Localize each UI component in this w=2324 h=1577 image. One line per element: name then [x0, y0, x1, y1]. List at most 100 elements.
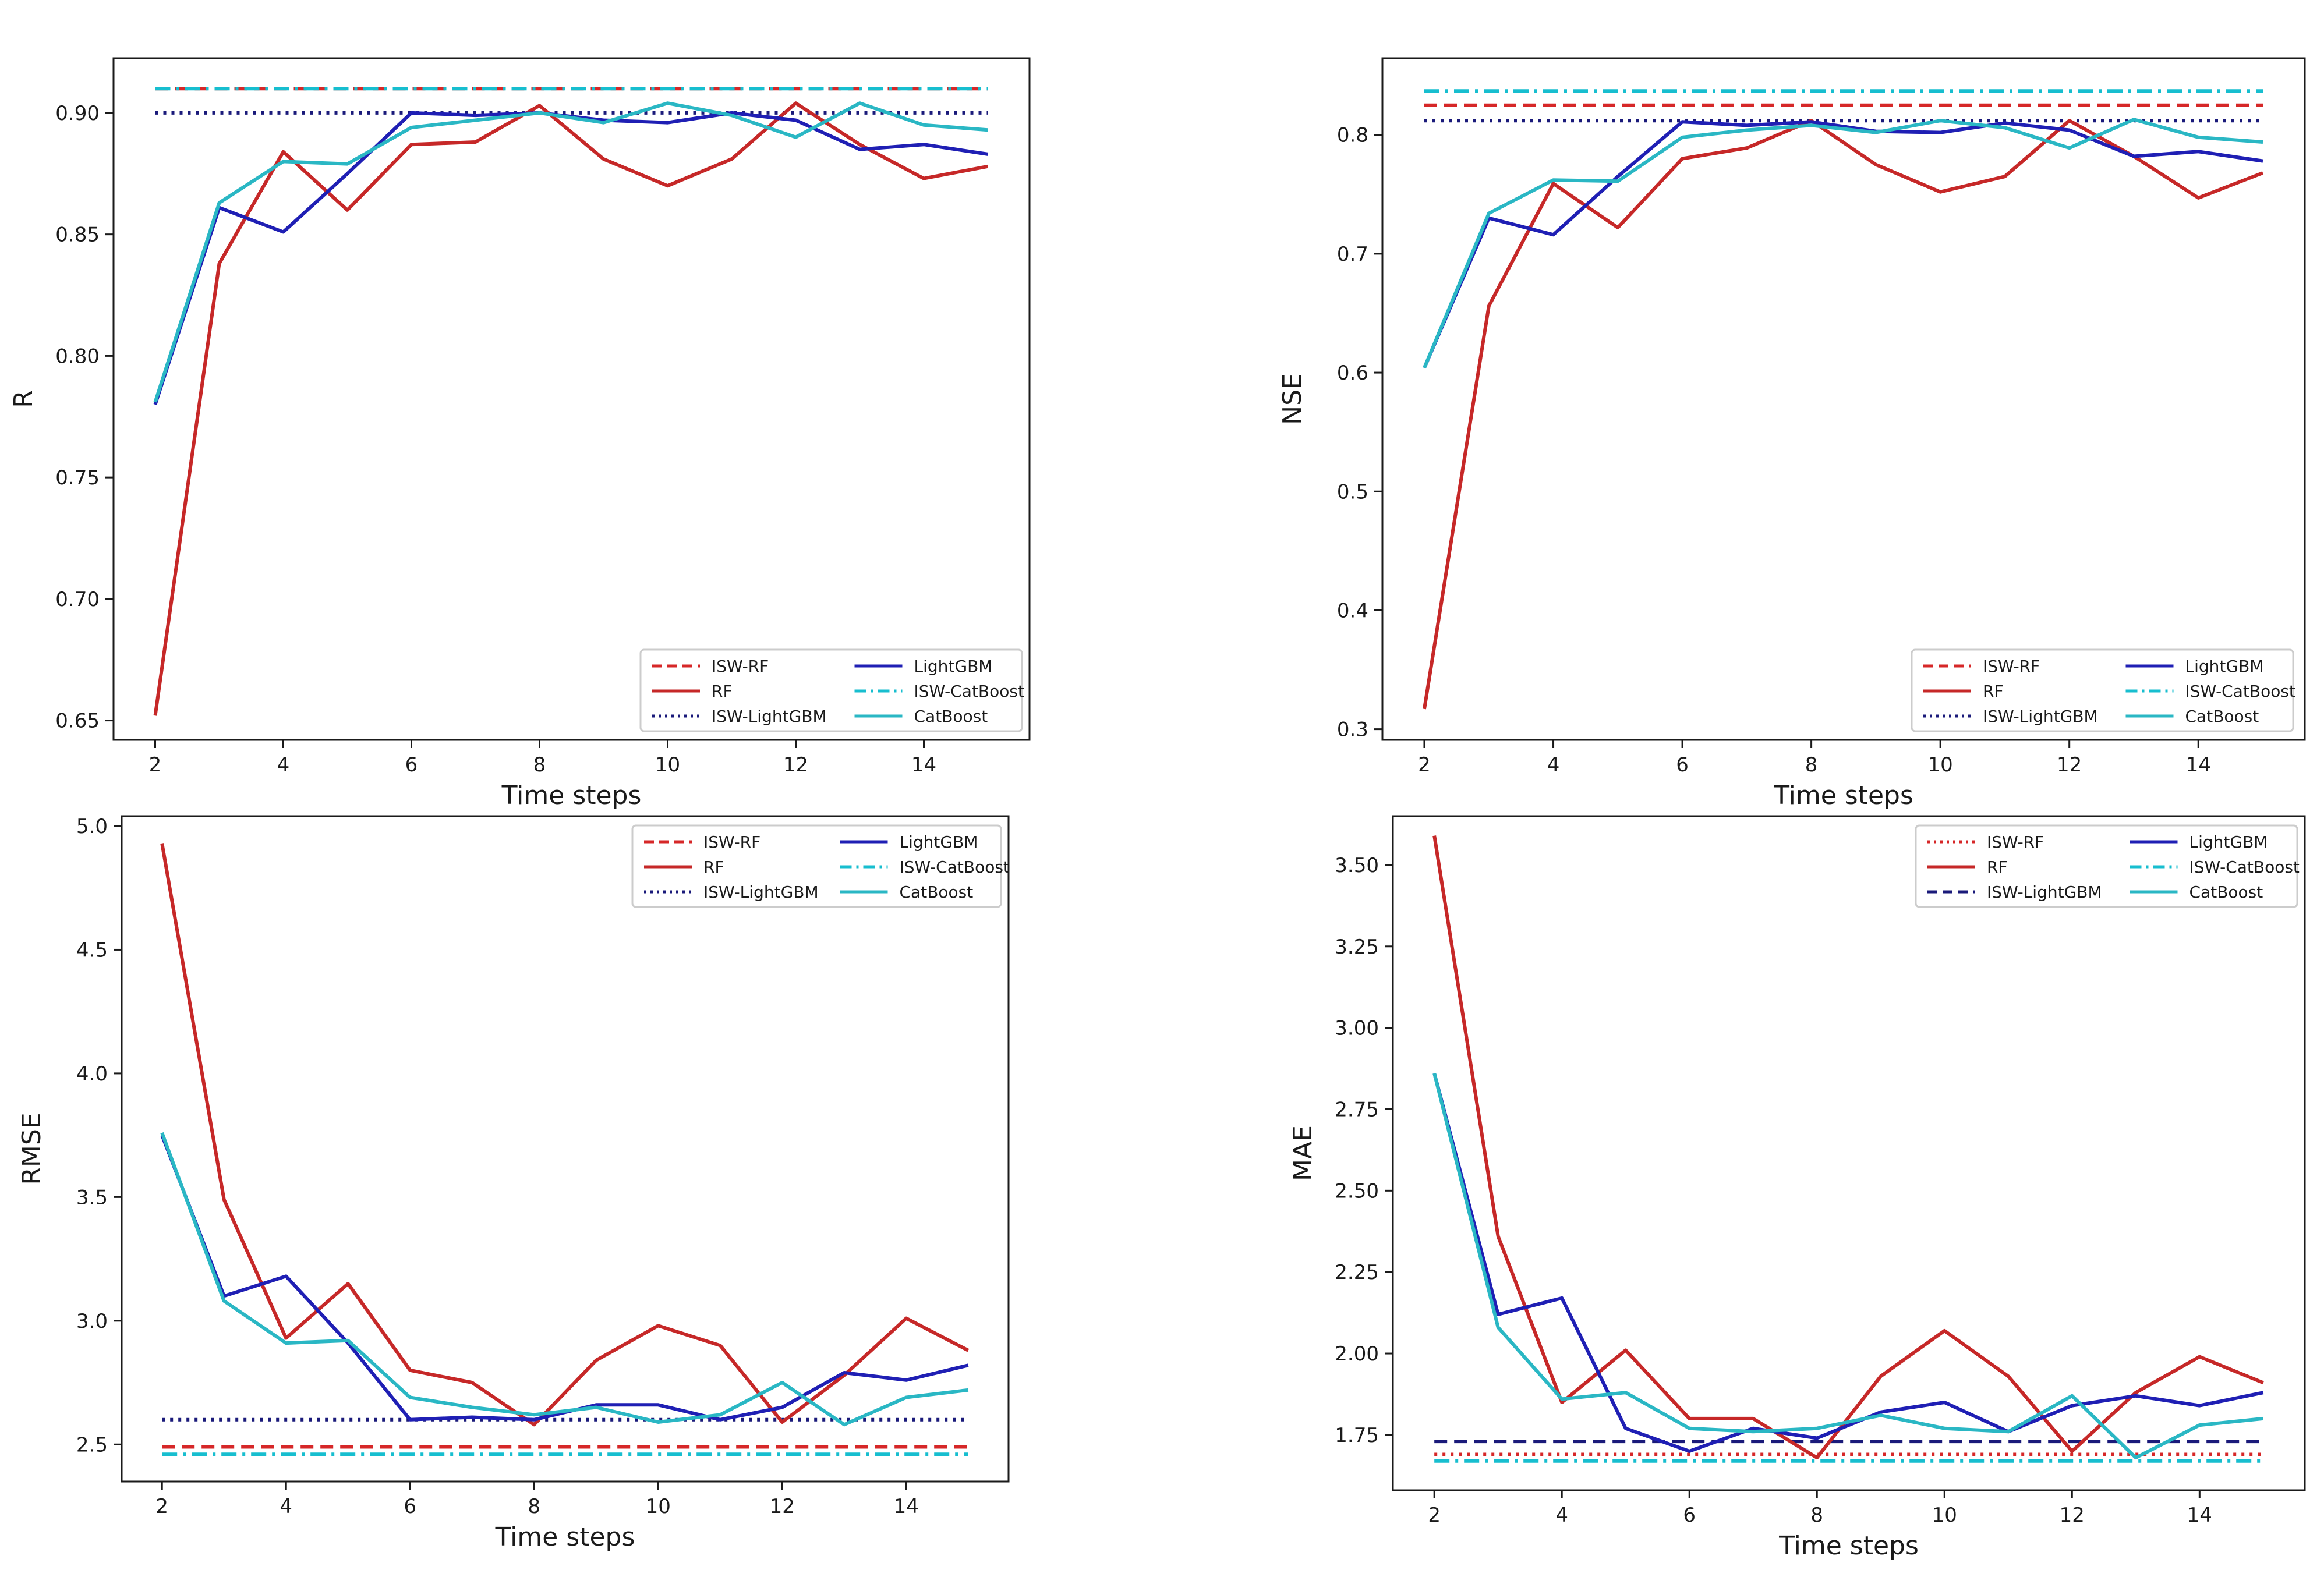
- legend-label: ISW-LightGBM: [703, 883, 819, 902]
- x-tick-label: 12: [2057, 753, 2082, 777]
- x-tick-label: 4: [1547, 753, 1560, 777]
- legend-label: LightGBM: [2185, 657, 2264, 676]
- y-axis-label: MAE: [1288, 1125, 1318, 1181]
- y-tick-label: 0.6: [1337, 362, 1368, 385]
- x-tick-label: 12: [2060, 1504, 2085, 1527]
- chart-mae: 2 4 6 8 10 12 14 1.75 2.00 2.25 2.50 2.75 3.00 3.25 3.…: [1288, 815, 2306, 1561]
- y-tick-label: 1.75: [1335, 1424, 1379, 1447]
- legend-label: ISW-RF: [1987, 832, 2044, 852]
- plot-frame: [1392, 815, 2306, 1491]
- legend-label: LightGBM: [900, 832, 978, 852]
- y-tick-label: 0.7: [1337, 243, 1368, 266]
- y-tick-label: 2.25: [1335, 1261, 1379, 1284]
- series-line-rf: [160, 843, 970, 1427]
- x-tick-label: 6: [405, 753, 418, 777]
- y-tick-label: 0.8: [1337, 124, 1368, 147]
- y-tick-label: 0.85: [55, 224, 100, 247]
- x-tick-label: 4: [280, 1495, 292, 1518]
- x-tick-label: 14: [2187, 1504, 2212, 1527]
- legend-label: RF: [1987, 857, 2008, 877]
- legend-label: ISW-LightGBM: [1987, 883, 2102, 902]
- y-tick-label: 0.80: [55, 345, 100, 368]
- y-tick-label: 0.5: [1337, 480, 1368, 504]
- x-tick-label: 12: [770, 1495, 795, 1518]
- x-tick-label: 2: [1418, 753, 1431, 777]
- x-axis-label: Time steps: [1778, 1531, 1919, 1561]
- y-tick-label: 2.50: [1335, 1179, 1379, 1203]
- x-tick-label: 4: [1555, 1504, 1568, 1527]
- chart-rmse: 2 4 6 8 10 12 14 2.5 3.0 3.5 4.0 4.5 5.0 Time steps RM…: [17, 815, 1010, 1552]
- x-tick-label: 14: [2186, 753, 2211, 777]
- legend-label: ISW-CatBoost: [2185, 682, 2295, 701]
- legend-label: RF: [1983, 682, 2004, 701]
- y-tick-label: 2.00: [1335, 1342, 1379, 1366]
- plot-frame: [112, 57, 1031, 741]
- x-tick-label: 12: [783, 753, 808, 777]
- legend-box: [1915, 824, 2298, 908]
- series-line-catboost: [1432, 1073, 2264, 1460]
- series-line-rf: [1432, 835, 2264, 1460]
- x-tick-label: 10: [1932, 1504, 1957, 1527]
- y-tick-label: 0.65: [55, 710, 100, 733]
- legend-label: ISW-RF: [703, 832, 760, 852]
- legend-label: ISW-RF: [1983, 657, 2040, 676]
- legend-box: [631, 824, 1002, 908]
- series-line-catboost: [160, 1132, 969, 1427]
- y-tick-label: 3.25: [1335, 935, 1379, 959]
- series-group: [1432, 835, 2264, 1463]
- x-axis-label: Time steps: [1773, 781, 1913, 810]
- x-tick-label: 14: [894, 1495, 919, 1518]
- x-axis-label: Time steps: [495, 1522, 635, 1552]
- legend-label: RF: [703, 857, 724, 877]
- y-tick-label: 0.4: [1337, 599, 1368, 622]
- y-tick-label: 4.0: [76, 1062, 108, 1086]
- legend-label: CatBoost: [2185, 707, 2259, 726]
- legend-label: CatBoost: [900, 883, 974, 902]
- legend-box: [1911, 648, 2294, 732]
- y-tick-label: 3.0: [76, 1310, 108, 1333]
- legend-label: ISW-RF: [712, 657, 769, 676]
- series-line-catboost: [1423, 118, 2263, 369]
- legend-label: ISW-CatBoost: [900, 857, 1010, 877]
- x-tick-label: 8: [1805, 753, 1818, 777]
- legend-label: ISW-CatBoost: [914, 682, 1024, 701]
- series-group: [1423, 89, 2264, 710]
- legend-label: CatBoost: [2189, 883, 2263, 902]
- series-line-catboost: [153, 101, 988, 403]
- y-tick-label: 2.75: [1335, 1098, 1379, 1121]
- legend-label: LightGBM: [2189, 832, 2268, 852]
- x-tick-label: 2: [1428, 1504, 1441, 1527]
- legend-label: LightGBM: [914, 657, 993, 676]
- x-tick-label: 2: [149, 753, 162, 777]
- series-line-lightgbm: [1423, 120, 2263, 369]
- legend: ISW-RF RF ISW-LightGBM LightGBM ISW-CatBoost…: [639, 648, 1024, 732]
- y-tick-label: 0.90: [55, 102, 100, 125]
- x-tick-label: 6: [404, 1495, 416, 1518]
- chart-r: 2 4 6 8 10 12 14 0.65 0.70 0.75 0.80 0.85 0.90 Time s…: [9, 57, 1031, 810]
- x-tick-label: 2: [155, 1495, 168, 1518]
- x-tick-label: 14: [911, 753, 936, 777]
- x-tick-label: 8: [533, 753, 546, 777]
- x-tick-label: 10: [646, 1495, 671, 1518]
- plot-frame: [1381, 57, 2306, 741]
- legend-label: RF: [712, 682, 733, 701]
- legend-label: ISW-CatBoost: [2189, 857, 2300, 877]
- x-tick-label: 8: [1810, 1504, 1823, 1527]
- x-axis-label: Time steps: [501, 781, 642, 810]
- x-tick-label: 6: [1676, 753, 1689, 777]
- chart-nse: 2 4 6 8 10 12 14 0.3 0.4 0.5 0.6 0.7 0.8 Time steps NS…: [1278, 57, 2306, 810]
- y-tick-label: 3.50: [1335, 854, 1379, 877]
- y-tick-label: 4.5: [76, 938, 108, 962]
- legend-label: CatBoost: [914, 707, 988, 726]
- plot-frame: [121, 815, 1010, 1483]
- legend: ISW-RF RF ISW-LightGBM LightGBM ISW-CatBoost…: [1911, 648, 2295, 732]
- y-tick-label: 3.00: [1335, 1017, 1379, 1040]
- series-group: [153, 87, 989, 716]
- legend: ISW-RF RF ISW-LightGBM LightGBM ISW-CatBoost…: [631, 824, 1010, 908]
- x-tick-label: 8: [528, 1495, 540, 1518]
- x-tick-label: 10: [655, 753, 680, 777]
- y-axis-label: R: [9, 390, 38, 408]
- y-tick-label: 0.75: [55, 466, 100, 490]
